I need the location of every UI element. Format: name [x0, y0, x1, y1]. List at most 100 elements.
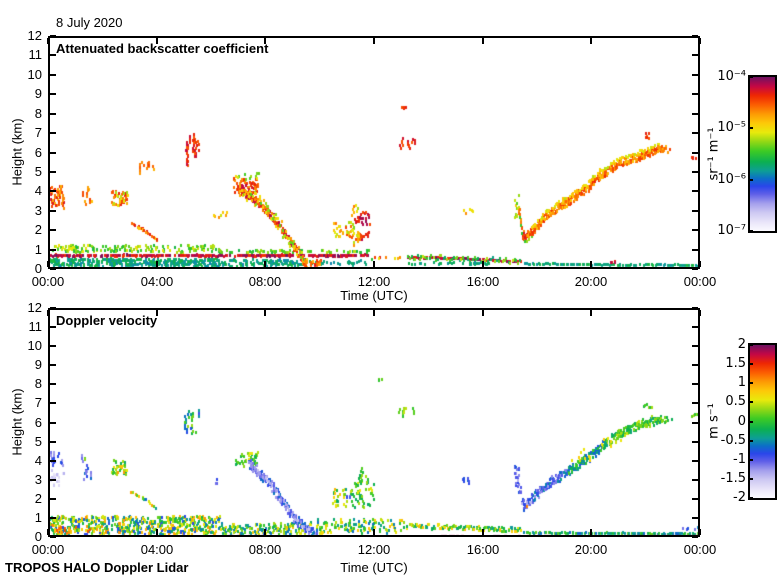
y-tick: [50, 229, 56, 231]
y-tick-label: 9: [34, 86, 42, 101]
colorbar-tick-label: -2: [733, 490, 746, 505]
colorbar-tick-label: 10⁻⁴: [717, 69, 746, 84]
x-tick: [156, 38, 158, 44]
y-tick: [50, 249, 56, 251]
x-tick: [373, 38, 375, 44]
colorbar-tick: [748, 76, 753, 78]
y-tick-label: 1: [34, 510, 42, 525]
y-tick-label: 12: [27, 300, 42, 315]
x-tick-label: 12:00: [357, 542, 391, 557]
x-tick: [590, 261, 592, 267]
colorbar-tick: [748, 477, 753, 480]
y-tick-label: 4: [34, 453, 42, 468]
y-tick: [692, 307, 698, 309]
x-tick: [482, 310, 484, 316]
colorbar-tick-label: -1.5: [720, 470, 746, 486]
colorbar-gradient: [750, 77, 775, 231]
y-tick: [692, 268, 698, 270]
x-tick: [699, 261, 701, 267]
y-tick: [692, 498, 698, 500]
colorbar-tick-label: 10⁻⁶: [717, 171, 746, 187]
velocity-plot-frame: [48, 308, 700, 537]
x-tick-label: 00:00: [31, 274, 65, 289]
x-tick-label: 00:00: [683, 542, 717, 557]
y-tick: [692, 54, 698, 56]
y-tick: [50, 536, 56, 538]
y-tick: [692, 364, 698, 366]
x-tick: [156, 310, 158, 316]
x-tick: [482, 38, 484, 44]
y-tick-label: 11: [28, 47, 43, 62]
y-tick: [50, 441, 56, 443]
y-tick-label: 8: [34, 376, 42, 391]
y-tick: [50, 152, 56, 154]
colorbar-tick-label: 0.5: [725, 394, 746, 410]
y-tick: [50, 460, 56, 462]
x-tick: [699, 529, 701, 535]
velocity-panel-title: Doppler velocity: [56, 313, 158, 328]
colorbar-tick: [748, 497, 753, 499]
y-tick: [50, 383, 56, 385]
velocity-colorbar: [748, 343, 777, 500]
x-tick-label: 08:00: [248, 542, 282, 557]
y-tick: [50, 498, 56, 500]
colorbar-tick-label: 10⁻⁵: [717, 120, 746, 136]
colorbar-tick: [748, 363, 753, 366]
x-tick: [47, 529, 49, 535]
x-tick: [47, 261, 49, 267]
y-tick-label: 9: [34, 357, 42, 372]
y-tick: [50, 345, 56, 347]
colorbar-tick: [748, 344, 753, 346]
y-tick: [692, 132, 698, 134]
y-tick-label: 4: [34, 183, 42, 198]
x-tick: [264, 310, 266, 316]
backscatter-colorbar: [748, 75, 777, 233]
y-tick-label: 3: [34, 203, 42, 218]
y-tick-label: 8: [34, 106, 42, 121]
y-tick: [50, 268, 56, 270]
y-tick: [50, 326, 56, 328]
y-tick: [692, 326, 698, 328]
x-tick-label: 08:00: [248, 274, 282, 289]
x-tick: [482, 261, 484, 267]
y-tick: [692, 345, 698, 347]
colorbar-tick: [748, 382, 753, 385]
y-tick: [692, 441, 698, 443]
y-tick-label: 3: [34, 472, 42, 487]
colorbar-tick-label: 10⁻⁷: [717, 223, 746, 238]
y-tick: [50, 93, 56, 95]
x-axis-label: Time (UTC): [340, 560, 408, 575]
x-tick: [264, 38, 266, 44]
x-tick-label: 04:00: [140, 274, 174, 289]
colorbar-tick: [748, 439, 753, 442]
y-tick: [692, 229, 698, 231]
x-axis-label: Time (UTC): [340, 288, 408, 303]
y-tick-label: 0: [34, 529, 42, 544]
y-tick: [50, 74, 56, 76]
x-tick-label: 16:00: [466, 274, 500, 289]
y-tick-label: 7: [34, 125, 42, 140]
y-tick: [692, 35, 698, 37]
y-tick: [692, 210, 698, 212]
colorbar-tick-label: 0: [737, 413, 746, 429]
y-tick: [692, 190, 698, 192]
y-tick-label: 6: [34, 145, 42, 160]
x-tick-label: 00:00: [683, 274, 717, 289]
y-tick-label: 2: [34, 491, 42, 506]
x-tick: [590, 310, 592, 316]
y-tick-label: 6: [34, 415, 42, 430]
x-tick-label: 16:00: [466, 542, 500, 557]
x-tick-label: 12:00: [357, 274, 391, 289]
colorbar-tick-label: 2: [737, 337, 746, 352]
y-tick: [50, 479, 56, 481]
x-tick: [699, 310, 701, 316]
colorbar-tick: [748, 178, 753, 181]
y-tick: [692, 460, 698, 462]
x-tick: [373, 310, 375, 316]
y-tick: [692, 422, 698, 424]
y-tick: [692, 402, 698, 404]
y-tick: [692, 536, 698, 538]
y-tick: [50, 132, 56, 134]
colorbar-tick: [748, 230, 753, 232]
